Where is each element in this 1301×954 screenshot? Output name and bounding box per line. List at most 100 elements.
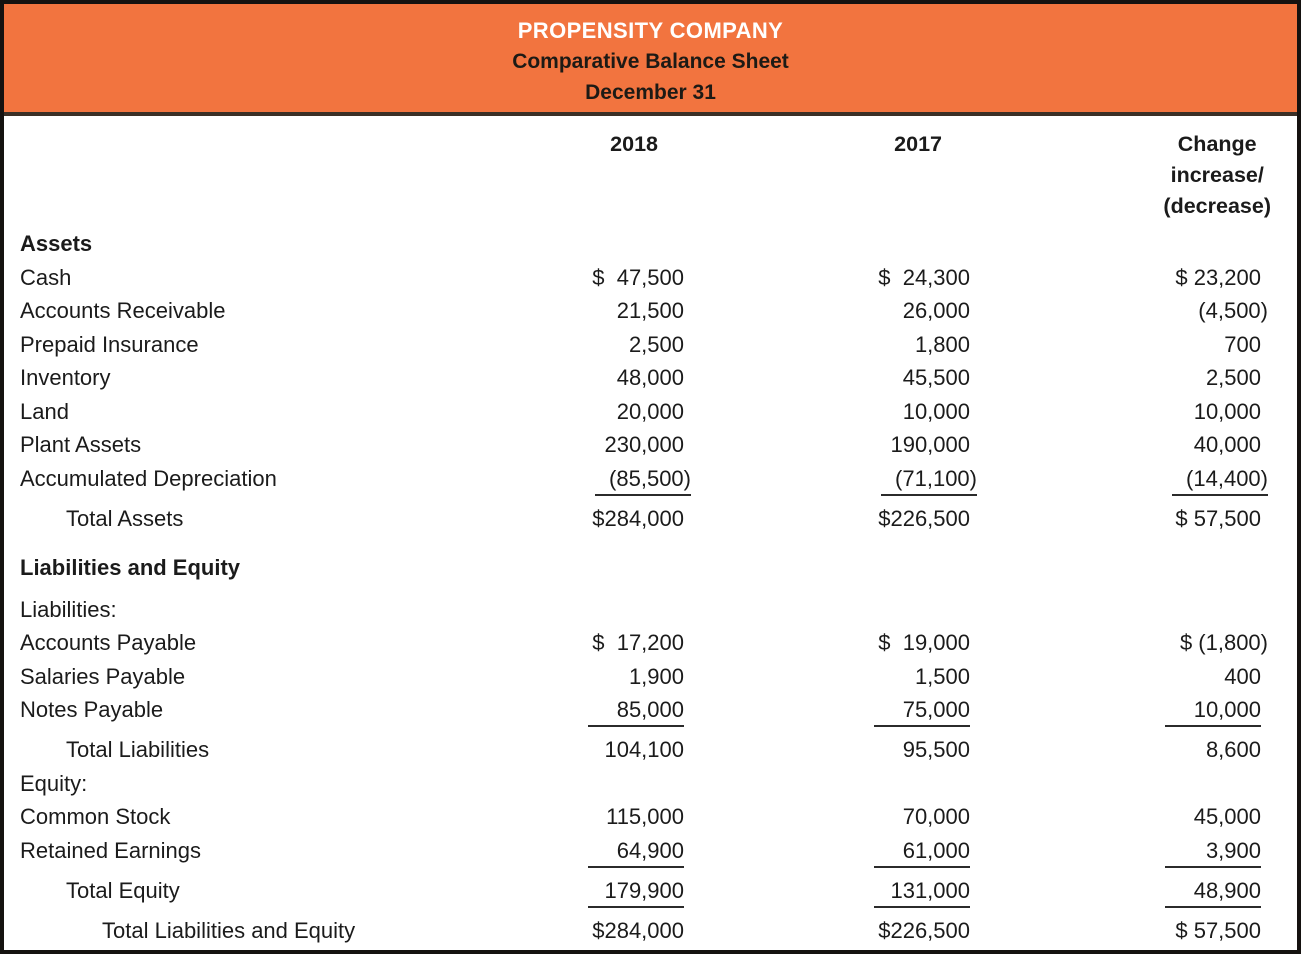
value-y2018: 21,500 — [616, 298, 684, 323]
column-header-label — [4, 129, 524, 222]
sheet-body: 2018 2017 Change increase/ (decrease) As… — [4, 116, 1297, 947]
value-change: $ 57,500 — [1175, 505, 1261, 531]
value-y2018: 115,000 — [606, 804, 684, 829]
table-row: Total Equity 179,900 131,000 48,900 — [4, 874, 1271, 908]
cell-y2018: $ 17,200 — [524, 626, 694, 660]
value-change: $ (1,800) — [1179, 630, 1268, 655]
value-y2017: $226,500 — [878, 917, 970, 943]
column-header-2017: 2017 — [894, 132, 942, 156]
cell-y2018: 230,000 — [524, 428, 694, 462]
value-change: 400 — [1224, 663, 1261, 689]
table-row: Accounts Receivable 21,500 26,000 (4,500) — [4, 294, 1271, 328]
value-y2017: (71,100) — [881, 466, 977, 496]
value-change: 700 — [1224, 331, 1261, 357]
row-label: Accounts Receivable — [20, 298, 226, 323]
cell-y2017 — [694, 551, 980, 585]
value-change: 3,900 — [1165, 838, 1261, 868]
cell-change — [980, 551, 1271, 585]
table-row: Cash $ 47,500 $ 24,300 $ 23,200 — [4, 261, 1271, 295]
value-change: 45,000 — [1193, 804, 1261, 829]
table-row: Equity: — [4, 767, 1271, 801]
table-rows: Assets Cash $ 47,500 $ 24,300 $ 23,200 Accoun… — [4, 227, 1271, 947]
value-y2018: 230,000 — [604, 432, 684, 457]
cell-y2018: 115,000 — [524, 800, 694, 834]
value-y2017: 10,000 — [902, 398, 970, 424]
table-row: Common Stock 115,000 70,000 45,000 — [4, 800, 1271, 834]
cell-change: 40,000 — [980, 428, 1271, 462]
value-y2018: 2,500 — [628, 331, 684, 357]
cell-y2017: 10,000 — [694, 395, 980, 429]
value-change: 8,600 — [1205, 737, 1261, 762]
cell-y2017: 190,000 — [694, 428, 980, 462]
value-y2018: 64,900 — [588, 838, 684, 868]
table-row: Retained Earnings 64,900 61,000 3,900 — [4, 834, 1271, 868]
cell-y2017: $ 19,000 — [694, 626, 980, 660]
cell-change: 10,000 — [980, 693, 1271, 727]
row-label: Equity: — [20, 770, 88, 796]
cell-y2017: 95,500 — [694, 733, 980, 767]
table-row: Notes Payable 85,000 75,000 10,000 — [4, 693, 1271, 727]
row-label: Total Assets — [66, 505, 184, 531]
value-change: 10,000 — [1193, 398, 1261, 424]
table-row: Total Assets $284,000 $226,500 $ 57,500 — [4, 502, 1271, 536]
cell-change: $ 23,200 — [980, 261, 1271, 295]
cell-y2017: (71,100) — [694, 462, 980, 496]
value-y2017: 1,500 — [914, 663, 970, 689]
value-y2017: 190,000 — [890, 432, 970, 457]
row-label: Assets — [20, 231, 93, 256]
table-row: Total Liabilities and Equity $284,000 $226… — [4, 914, 1271, 948]
value-y2017: 95,500 — [902, 737, 970, 762]
cell-change: $ (1,800) — [980, 626, 1271, 660]
value-y2018: 20,000 — [616, 398, 684, 424]
cell-y2017: 61,000 — [694, 834, 980, 868]
row-label: Cash — [20, 264, 72, 290]
value-change: (14,400) — [1172, 466, 1268, 496]
cell-change: 8,600 — [980, 733, 1271, 767]
table-row: Total Liabilities 104,100 95,500 8,600 — [4, 733, 1271, 767]
column-header-change-line2: increase/ — [1170, 163, 1264, 187]
cell-change: $ 57,500 — [980, 914, 1271, 948]
cell-y2018: 64,900 — [524, 834, 694, 868]
value-y2017: 61,000 — [874, 838, 970, 868]
table-row: Inventory 48,000 45,500 2,500 — [4, 361, 1271, 395]
cell-y2018: 85,000 — [524, 693, 694, 727]
cell-change: 3,900 — [980, 834, 1271, 868]
row-label: Retained Earnings — [20, 837, 202, 863]
cell-y2017: 75,000 — [694, 693, 980, 727]
cell-y2018: (85,500) — [524, 462, 694, 496]
value-y2017: 26,000 — [902, 298, 970, 323]
cell-y2018: $284,000 — [524, 914, 694, 948]
value-y2018: 1,900 — [628, 663, 684, 689]
cell-change — [980, 593, 1271, 627]
cell-y2017: 70,000 — [694, 800, 980, 834]
cell-y2017: 26,000 — [694, 294, 980, 328]
cell-change: 400 — [980, 660, 1271, 694]
value-y2017: $ 24,300 — [878, 264, 970, 290]
cell-y2018: 48,000 — [524, 361, 694, 395]
cell-y2017: $ 24,300 — [694, 261, 980, 295]
row-label: Total Liabilities — [66, 737, 210, 762]
cell-y2018: 1,900 — [524, 660, 694, 694]
cell-y2017: 131,000 — [694, 874, 980, 908]
value-change: 40,000 — [1193, 432, 1261, 457]
value-change: 48,900 — [1165, 878, 1261, 908]
row-label: Notes Payable — [20, 697, 164, 722]
cell-change — [980, 227, 1271, 261]
row-label: Total Liabilities and Equity — [102, 917, 356, 943]
cell-y2017 — [694, 227, 980, 261]
column-header-change: Change increase/ (decrease) — [980, 129, 1271, 222]
value-y2017: $226,500 — [878, 505, 970, 531]
value-change: $ 23,200 — [1175, 264, 1261, 290]
row-label: Prepaid Insurance — [20, 331, 199, 357]
cell-y2018: $ 47,500 — [524, 261, 694, 295]
value-y2018: $284,000 — [592, 505, 684, 531]
row-label: Inventory — [20, 365, 111, 390]
column-header-change-line3: (decrease) — [1163, 194, 1271, 218]
cell-y2018: 2,500 — [524, 328, 694, 362]
cell-change: 700 — [980, 328, 1271, 362]
value-y2018: $284,000 — [592, 917, 684, 943]
value-change: 2,500 — [1205, 365, 1261, 390]
cell-change: 48,900 — [980, 874, 1271, 908]
cell-y2017: 45,500 — [694, 361, 980, 395]
